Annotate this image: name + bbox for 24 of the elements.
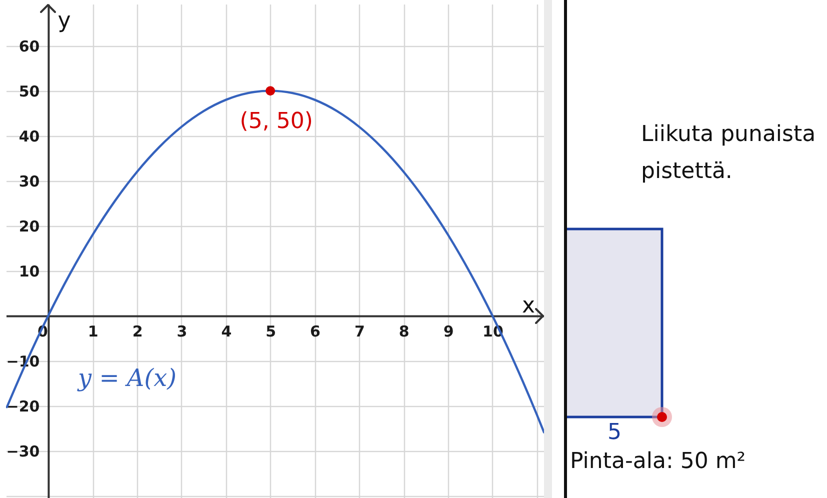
y-tick-label: 50 [18, 82, 40, 100]
y-tick-label: −20 [6, 397, 40, 416]
x-tick-label: 2 [132, 322, 143, 340]
annotation: (5, 50) [240, 108, 313, 134]
text: Liikuta punaista pistettä. [641, 121, 817, 186]
y-tick-label: 10 [18, 262, 40, 280]
y-tick-label: 60 [18, 37, 40, 56]
text: Pinta-ala: 50 m² [570, 448, 747, 476]
y-tick-label: 30 [18, 172, 40, 190]
series-label: y = A(x) [77, 364, 177, 392]
x-tick-label: 5 [266, 322, 276, 340]
x-tick-label: 8 [398, 322, 410, 340]
x-tick-label: 7 [354, 322, 365, 340]
y-tick-label: 40 [18, 127, 40, 146]
y-tick-label: 20 [18, 217, 40, 236]
x-tick-label: 1 [88, 322, 98, 340]
y-axis-title: y [58, 8, 71, 34]
y-tick-label: −30 [6, 442, 40, 460]
text: 5 [606, 419, 622, 447]
x-tick-label: 4 [221, 322, 232, 340]
x-axis-title: x [522, 293, 536, 318]
x-tick-label: 9 [443, 322, 454, 340]
x-tick-label: 6 [310, 322, 320, 340]
x-tick-label: 3 [176, 322, 188, 340]
